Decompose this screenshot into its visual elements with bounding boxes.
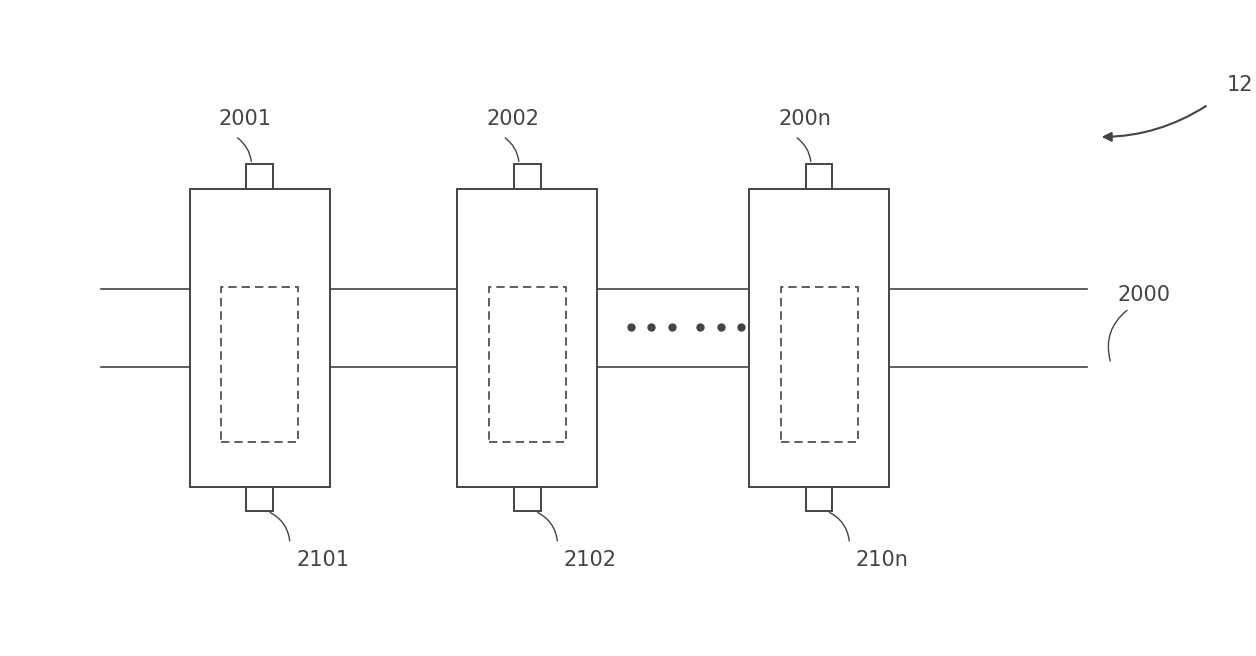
Bar — [489, 287, 565, 442]
Bar — [514, 487, 540, 511]
Bar — [221, 287, 298, 442]
Text: 2000: 2000 — [1117, 285, 1171, 305]
Bar — [246, 164, 273, 189]
Bar — [514, 164, 540, 189]
Text: 2001: 2001 — [219, 108, 271, 129]
Text: 12: 12 — [1227, 75, 1253, 95]
Text: 2002: 2002 — [486, 108, 539, 129]
Bar — [246, 487, 273, 511]
Text: 200n: 200n — [777, 108, 831, 129]
Text: 2102: 2102 — [564, 550, 617, 570]
Bar — [781, 287, 858, 442]
Text: 2101: 2101 — [296, 550, 349, 570]
Bar — [805, 487, 833, 511]
Bar — [190, 189, 329, 487]
Bar — [457, 189, 597, 487]
Bar — [749, 189, 889, 487]
Text: 210n: 210n — [855, 550, 908, 570]
Bar — [805, 164, 833, 189]
